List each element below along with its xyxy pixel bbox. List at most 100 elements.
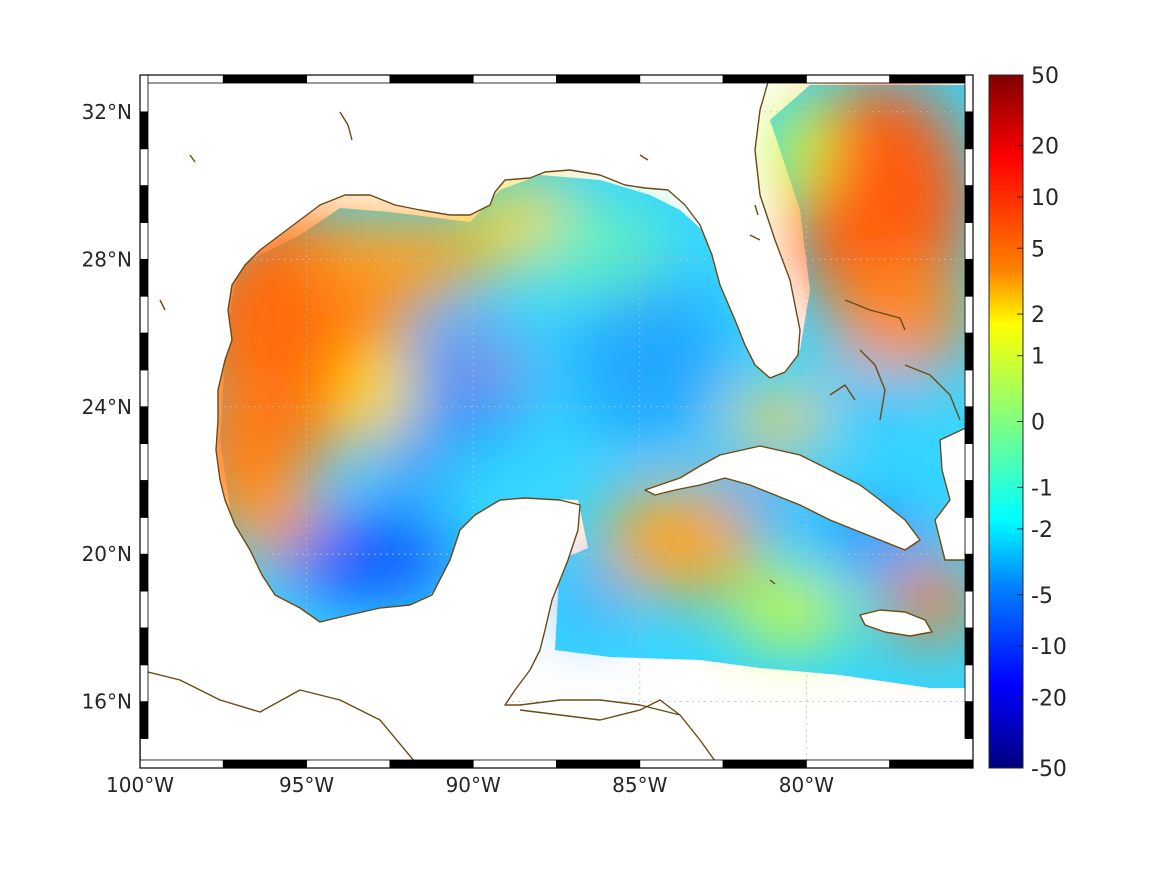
cold-region [285, 515, 455, 605]
colorbar-tick-label: -10 [1031, 635, 1067, 660]
frame-segment [139, 590, 149, 629]
colorbar-tick-label: 50 [1031, 64, 1059, 89]
frame-segment [139, 480, 149, 518]
colorbar-tick-label: 20 [1031, 135, 1059, 160]
frame-segment [964, 295, 974, 334]
frame-segment [556, 74, 641, 84]
frame-segment [139, 74, 224, 84]
colorbar-tick-label: 2 [1031, 303, 1045, 328]
cold-region [410, 320, 530, 440]
frame-segment [889, 74, 974, 84]
frame-segment [964, 332, 974, 371]
frame-segment [389, 759, 474, 769]
frame-segment [139, 516, 149, 555]
frame-segment [222, 759, 308, 769]
warm-region [310, 215, 490, 305]
frame-segment [964, 480, 974, 518]
north-america-coast [140, 75, 801, 768]
jamaica-island [859, 609, 933, 637]
lon-tick-label: 95°W [279, 773, 334, 797]
bahamas-islands [829, 299, 961, 421]
frame-segment [139, 406, 149, 445]
frame-segment [306, 74, 391, 84]
frame-segment [139, 74, 149, 113]
warm-region [472, 349, 508, 381]
frame-segment [964, 258, 974, 297]
mid-region [770, 100, 830, 200]
lon-tick-label: 90°W [446, 773, 501, 797]
lat-tick-label: 28°N [82, 247, 132, 271]
frame-segment [964, 369, 974, 408]
frame-segment [964, 701, 974, 739]
frame-segment [889, 759, 974, 769]
frame-segment [806, 74, 891, 84]
frame-segment [139, 664, 149, 703]
frame-segment [472, 759, 557, 769]
frame-segment [139, 185, 149, 223]
map-frame [139, 74, 974, 769]
warm-region [830, 260, 970, 380]
colorbar-tick-label: -20 [1031, 686, 1067, 711]
colorbar-tick-label: -2 [1031, 518, 1053, 543]
frame-border [139, 74, 974, 769]
frame-segment [806, 759, 891, 769]
colorbar-tick-label: -5 [1031, 584, 1053, 609]
frame-segment [964, 553, 974, 592]
frame-segment [722, 759, 807, 769]
frame-segment [139, 759, 224, 769]
mid-region [730, 390, 830, 450]
small-islands [159, 111, 776, 585]
frame-segment [139, 258, 149, 297]
lat-tick-label: 16°N [82, 690, 132, 714]
lon-tick-labels: 100°W 95°W 90°W 85°W 80°W [106, 773, 834, 797]
cuba-island [644, 445, 921, 551]
frame-segment [139, 443, 149, 481]
lon-tick-label: 80°W [779, 773, 834, 797]
frame-segment [639, 74, 724, 84]
colorbar-tick-label: -1 [1031, 476, 1053, 501]
colorbar-tick-label: 5 [1031, 237, 1045, 262]
frame-segment [556, 759, 641, 769]
lat-tick-label: 24°N [82, 395, 132, 419]
cold-region [815, 360, 925, 440]
frame-segment [964, 516, 974, 555]
cold-region [375, 425, 445, 495]
frame-segment [139, 295, 149, 334]
lat-tick-label: 20°N [82, 542, 132, 566]
colorbar-tick-label: 0 [1031, 411, 1045, 436]
frame-segment [964, 406, 974, 445]
frame-segment [139, 369, 149, 408]
frame-segment [964, 590, 974, 629]
warm-region [790, 80, 970, 320]
frame-segment [964, 148, 974, 186]
ocean-data-field [190, 80, 973, 688]
frame-segment [964, 222, 974, 260]
frame-segment [964, 74, 974, 113]
central-america-coast [140, 669, 681, 768]
frame-segment [639, 759, 724, 769]
frame-segment [964, 627, 974, 666]
frame-segment [139, 701, 149, 739]
cold-region [570, 270, 730, 450]
lat-tick-label: 32°N [82, 100, 132, 124]
frame-segment [472, 74, 557, 84]
frame-segment [389, 74, 474, 84]
land-layer [140, 75, 973, 768]
frame-segment [964, 664, 974, 703]
frame-segment [222, 74, 308, 84]
lat-tick-labels: 32°N 28°N 24°N 20°N 16°N [82, 100, 132, 714]
frame-segment [964, 443, 974, 481]
lon-tick-label: 100°W [106, 773, 174, 797]
frame-segment [964, 111, 974, 150]
frame-segment [139, 553, 149, 592]
colorbar-tick-label: -50 [1031, 757, 1067, 782]
mid-region [530, 205, 670, 295]
frame-segment [306, 759, 391, 769]
colorbar-tick-label: 10 [1031, 186, 1059, 211]
frame-segment [722, 74, 807, 84]
frame-segment [139, 332, 149, 371]
frame-segment [139, 148, 149, 186]
lon-tick-label: 85°W [612, 773, 667, 797]
